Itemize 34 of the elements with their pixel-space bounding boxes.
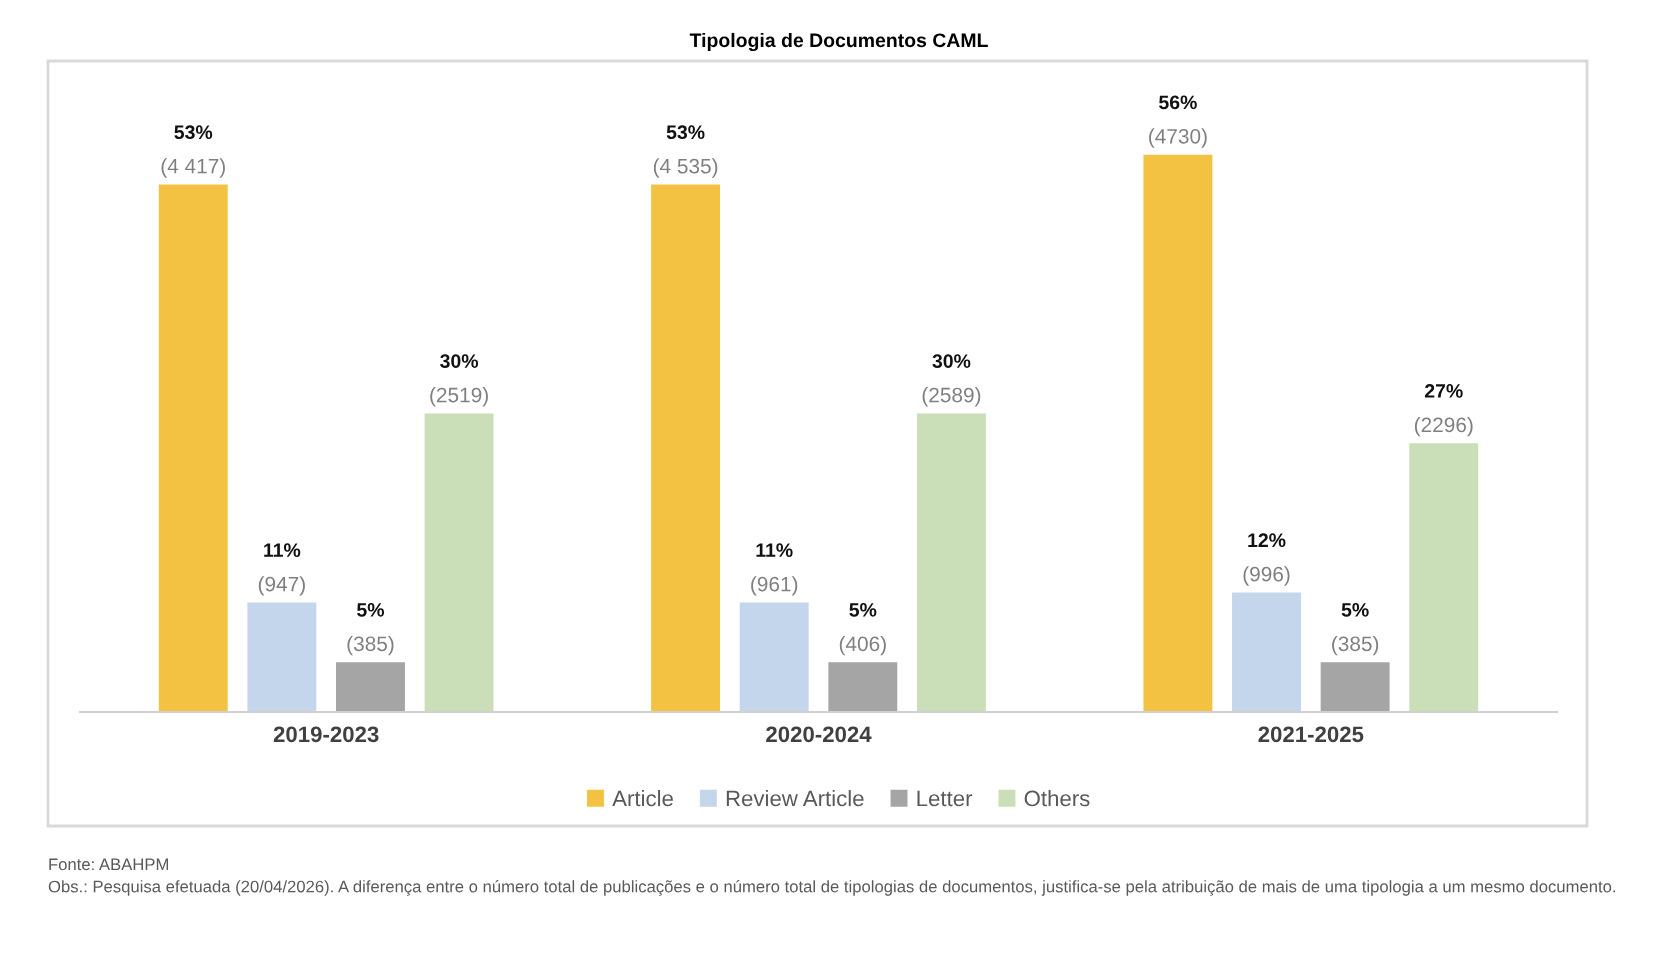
x-tick-label: 2020-2024 — [766, 726, 872, 743]
bar — [739, 602, 809, 712]
bar — [1143, 154, 1213, 712]
data-label: 53% (4 535) — [653, 125, 718, 178]
legend-label: Article — [612, 790, 673, 807]
legend-label: Others — [1024, 790, 1090, 807]
bar — [336, 662, 405, 712]
bar — [424, 413, 494, 712]
data-label: 30% (2519) — [430, 354, 488, 407]
data-label: 56% (4730) — [1149, 95, 1207, 148]
source-note: Fonte: ABAHPM — [49, 858, 168, 871]
bar — [1409, 443, 1479, 712]
x-tick-label: 2021-2025 — [1258, 726, 1364, 743]
data-label: 5% (385) — [1332, 603, 1379, 656]
bar — [1320, 662, 1390, 712]
data-label: 5% (406) — [839, 603, 886, 656]
data-label: 11% (961) — [751, 543, 798, 596]
chart-title: Tipologia de Documentos CAML — [689, 32, 988, 52]
data-label: 27% (2296) — [1414, 384, 1473, 437]
data-label: 5% (385) — [347, 603, 394, 656]
bar — [828, 662, 898, 712]
legend-label: Review Article — [726, 790, 864, 807]
data-label: 30% (2589) — [922, 354, 981, 407]
data-label: 12% (996) — [1243, 533, 1290, 586]
bar — [916, 413, 986, 712]
bar — [247, 602, 317, 712]
bar — [1232, 592, 1301, 712]
data-label: 11% (947) — [258, 543, 305, 596]
text: Obs.: Pesquisa efetuada (20/04/2026). A diferença entre o número total de publicações e o número total de tipologias de documentos, justifica-se pela atribuição de mais de uma tipologia a um mesmo documento. — [48, 880, 1616, 896]
bar — [651, 184, 721, 712]
bar — [158, 184, 228, 712]
x-tick-label: 2019-2023 — [273, 726, 379, 743]
data-label: 53% (4 417) — [161, 125, 225, 178]
legend-label: Letter — [917, 790, 973, 807]
